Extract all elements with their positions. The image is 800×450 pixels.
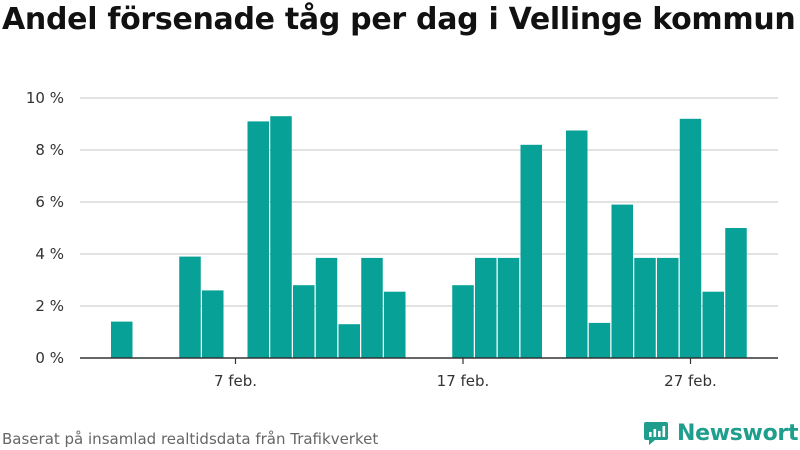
x-tick-label: 17 feb. (437, 372, 490, 390)
bar (679, 118, 702, 358)
bar (338, 324, 360, 358)
bar (452, 285, 474, 358)
bars (111, 116, 747, 359)
bar (520, 144, 542, 358)
bar (293, 285, 315, 358)
bar (566, 130, 588, 358)
y-tick-label: 8 % (35, 141, 64, 159)
bar (634, 257, 656, 358)
bar (270, 116, 292, 358)
bar (588, 322, 611, 358)
brand-logo: Newsworthy (643, 420, 800, 446)
bar (202, 290, 224, 358)
bar (475, 257, 497, 358)
y-tick-label: 2 % (35, 297, 64, 315)
x-tick-label: 27 feb. (664, 372, 717, 390)
bar (702, 291, 724, 358)
y-axis: 0 % 2 % 4 % 6 % 8 % 10 % (26, 89, 64, 367)
y-tick-label: 6 % (35, 193, 64, 211)
bar (657, 257, 679, 358)
source-note: Baserat på insamlad realtidsdata från Tr… (2, 430, 379, 448)
x-tick-label: 7 feb. (214, 372, 257, 390)
bar (384, 291, 406, 358)
bar (111, 321, 133, 358)
bar (315, 257, 338, 358)
bar (179, 256, 201, 358)
bar (361, 257, 383, 358)
bar (611, 204, 633, 358)
brand-name: Newsworthy (677, 420, 800, 446)
bar (247, 121, 269, 359)
chart-title: Andel försenade tåg per dag i Vellinge k… (2, 2, 796, 37)
bar (497, 257, 520, 358)
x-axis: 7 feb. 17 feb. 27 feb. (80, 357, 778, 390)
bar (725, 228, 747, 358)
y-tick-label: 0 % (35, 349, 64, 367)
y-tick-label: 4 % (35, 245, 64, 263)
newsworthy-logo-icon (644, 422, 668, 445)
y-tick-label: 10 % (26, 89, 64, 107)
